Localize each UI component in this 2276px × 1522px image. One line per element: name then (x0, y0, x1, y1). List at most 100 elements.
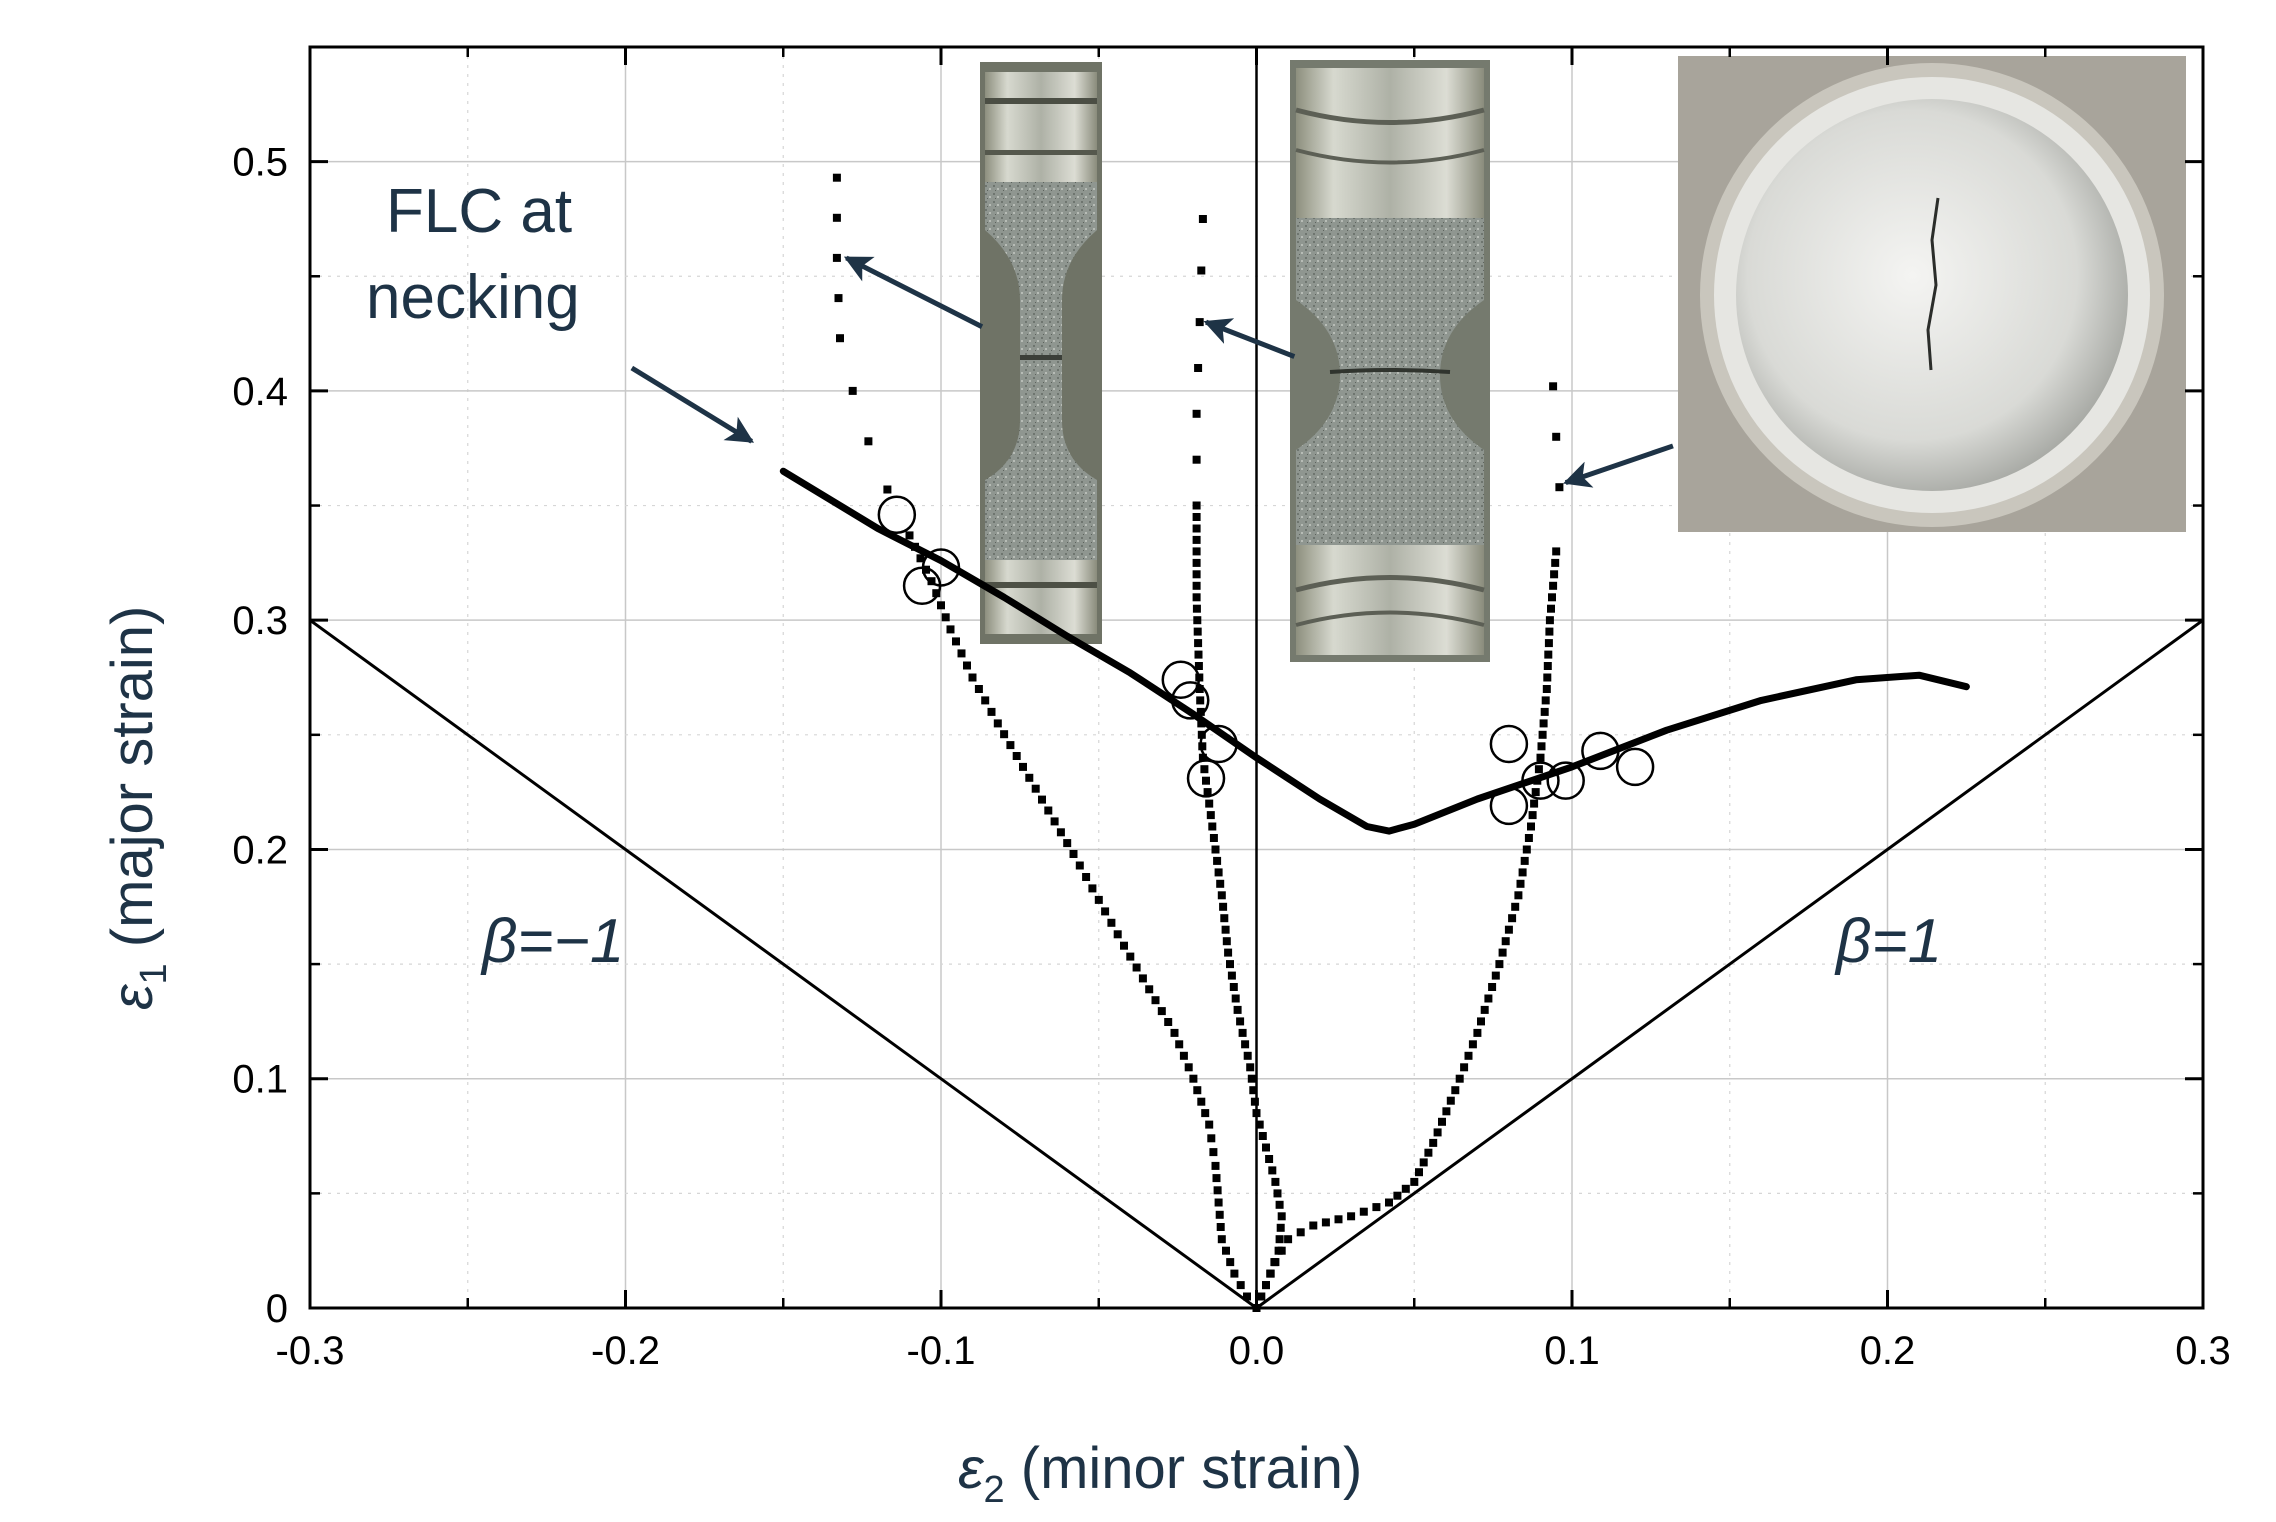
strain-point (1542, 685, 1551, 693)
strain-point (1518, 868, 1527, 877)
strain-point (1198, 742, 1207, 751)
strain-point (1209, 1148, 1218, 1157)
strain-point (1419, 1158, 1428, 1167)
strain-point (1262, 1281, 1270, 1290)
strain-point (1192, 570, 1201, 579)
strain-point (1552, 432, 1561, 441)
x-tick-label: -0.3 (276, 1329, 345, 1373)
strain-point (1138, 974, 1147, 983)
reference-line (1255, 618, 2204, 1310)
strain-point (968, 673, 977, 682)
strain-point (1495, 960, 1504, 969)
strain-point (1200, 765, 1209, 774)
strain-point (1410, 1177, 1419, 1186)
strain-point (1229, 983, 1238, 991)
strain-point (1000, 730, 1009, 739)
y-tick-label: 0.2 (232, 828, 288, 872)
strain-point (1044, 806, 1053, 815)
strain-point (1257, 1292, 1266, 1301)
strain-point (1514, 891, 1523, 900)
arrows (630, 255, 1674, 488)
strain-point (1401, 1184, 1410, 1193)
strain-point (1198, 215, 1207, 223)
strain-point (1460, 1063, 1469, 1072)
strain-point (1192, 535, 1201, 544)
strain-point (1132, 963, 1141, 972)
strain-point (1266, 1269, 1275, 1278)
strain-point (1107, 918, 1116, 927)
strain-point (1192, 593, 1201, 602)
strain-point (1164, 1018, 1173, 1026)
strain-point (1197, 1097, 1206, 1106)
strain-point (1547, 604, 1555, 613)
strain-point (1216, 879, 1225, 888)
strain-point (1019, 762, 1027, 771)
limit-point (1521, 761, 1560, 800)
strain-point (1243, 1292, 1251, 1301)
x-tick-label: 0.1 (1544, 1329, 1600, 1373)
strain-point (1537, 742, 1546, 751)
strain-point (1451, 1086, 1460, 1095)
y-tick-label: 0.3 (232, 599, 288, 643)
strain-path-plane-strain (1192, 215, 1286, 1312)
strain-point (1038, 795, 1046, 804)
strain-point (932, 589, 941, 598)
strain-point (1488, 983, 1497, 991)
y-tick-label: 0.5 (232, 141, 288, 185)
strain-point (1321, 1218, 1330, 1227)
strain-point (1202, 776, 1210, 785)
strain-point (1544, 650, 1553, 659)
strain-point (1094, 895, 1103, 904)
strain-point (1464, 1051, 1473, 1060)
flc-curve (779, 467, 1970, 835)
strain-point (1198, 753, 1207, 762)
strain-point (1192, 455, 1201, 464)
strain-point (1214, 1198, 1223, 1207)
strain-point (1211, 1161, 1220, 1170)
strain-point (1477, 1017, 1485, 1026)
strain-point (1221, 925, 1230, 934)
beta-pos-label: β=1 (1834, 907, 1942, 976)
strain-point (1170, 1028, 1179, 1037)
strain-point (957, 649, 966, 658)
strain-point (1101, 907, 1110, 916)
strain-path-biaxial (1252, 382, 1564, 1312)
strain-point (1271, 1258, 1280, 1267)
strain-point (1415, 1168, 1423, 1177)
strain-point (1271, 1177, 1280, 1186)
strain-point (1219, 902, 1228, 911)
strain-point (1504, 925, 1513, 934)
strain-point (1473, 1028, 1482, 1037)
strain-point (1442, 1107, 1451, 1116)
strain-point (916, 554, 925, 563)
strain-point (1275, 1235, 1284, 1244)
strain-point (1213, 1186, 1222, 1195)
strain-point (1551, 558, 1560, 567)
strain-point (1126, 952, 1135, 961)
strain-point (1194, 650, 1203, 659)
strain-point (1528, 811, 1537, 820)
strain-point (911, 542, 919, 551)
strain-point (1262, 1143, 1270, 1152)
strain-point (1545, 627, 1554, 636)
beta-neg-label: β=−1 (480, 907, 624, 976)
annotation-arrow (1563, 443, 1674, 488)
strain-point (1205, 799, 1214, 808)
ticks: -0.3 -0.2 -0.1 0.0 0.1 0.2 0.3 0 0.1 0.2 0.3 0.4 0.5 (232, 45, 2231, 1373)
strain-point (1250, 1097, 1259, 1106)
strain-point (1217, 891, 1226, 900)
strain-point (1516, 879, 1525, 888)
strain-point (1524, 834, 1533, 842)
plane-strain-specimen-photo (1290, 60, 1490, 662)
strain-point (1120, 941, 1128, 950)
strain-point (1206, 811, 1215, 820)
strain-point (1031, 784, 1040, 793)
x-tick-label: 0.2 (1860, 1329, 1916, 1373)
strain-point (1491, 971, 1500, 980)
strain-point (1536, 753, 1545, 762)
strain-point (1063, 839, 1072, 848)
strain-point (1544, 639, 1553, 648)
strain-point (952, 637, 960, 646)
strain-point (1215, 1210, 1224, 1219)
strain-point (864, 437, 873, 446)
